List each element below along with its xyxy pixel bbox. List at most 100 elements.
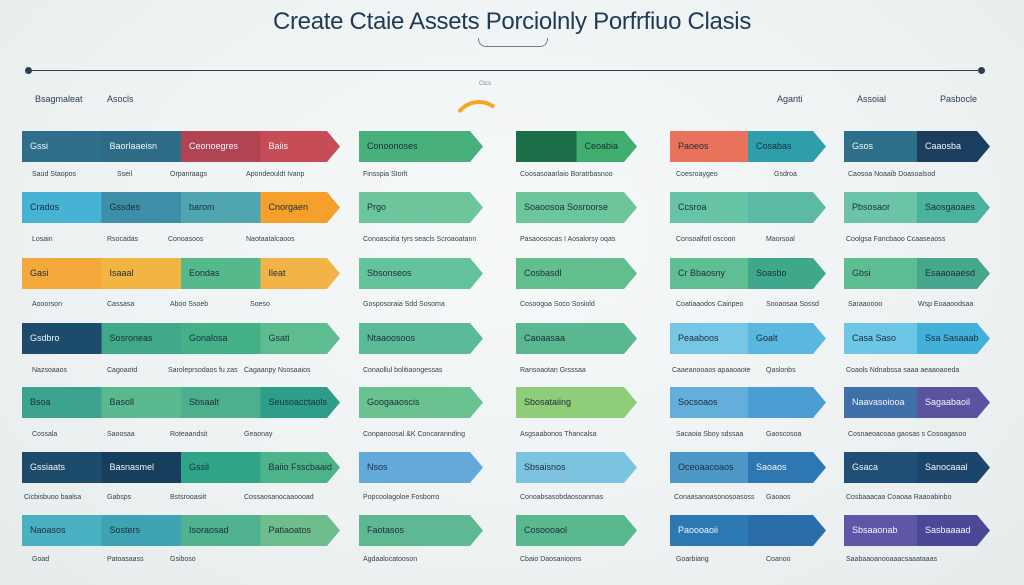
caption-text: Cassasa	[107, 301, 135, 308]
arrow-bar: Nsos	[359, 452, 483, 483]
caption-text: Saroleprsodaos fu zas	[168, 367, 238, 374]
arrow-bar: Socsoaos	[670, 387, 826, 418]
caption-text: Geaonay	[244, 431, 273, 438]
segment-label: Peaaboos	[678, 333, 719, 343]
caption-text: Saabaaoanooaaacsaaataaas	[846, 556, 938, 563]
segment-label: Soasbo	[756, 268, 787, 278]
segment-label: Isoraosad	[189, 525, 229, 535]
caption-text: Coaols Ndnabssa saaa aeaaoaoeda	[846, 367, 960, 374]
caption-text: Consoalfotl oscoon	[676, 236, 736, 243]
segment-label: Caaosba	[925, 141, 962, 151]
segment-label: Baiis	[268, 141, 289, 151]
arrow-bar: Conoonoses	[359, 131, 483, 162]
caption-text: Cosnaeoacoaa gaosas s Cosoagasoo	[848, 431, 967, 438]
segment-label: Cnorgaen	[268, 202, 309, 212]
segment-label: Sanocaaal	[925, 462, 968, 472]
arrow-bar: Cosoooaol	[516, 515, 637, 546]
arrow-bar: Sbsaaonab Sasbaaaad	[844, 515, 990, 546]
caption-text: Cagaanpy Nsosaaios	[244, 367, 311, 374]
caption-text: Cosoogoa Soco Sosiold	[520, 301, 595, 308]
caption-text: Coolgsa Fancbaoo Ccaaseaoss	[846, 236, 946, 243]
caption-text: Finsspia Storlt	[363, 171, 408, 178]
segment-label: Googaaoscis	[367, 397, 420, 407]
arrow-bar: Paoooaoii	[670, 515, 826, 546]
segment-label: Saoaos	[756, 462, 787, 472]
caption-text: Pasaoosocas I Aosalorsy oqas	[520, 236, 616, 243]
caption-text: Agdaalocatooson	[363, 556, 418, 563]
caption-text: Coatiaaodos Cainpeo	[676, 301, 744, 308]
caption-text: Cossaosanocaaoooad	[244, 494, 314, 501]
mini-label: Ctcs	[479, 81, 491, 87]
caption-text: Ransoaotan Grsssaa	[520, 367, 586, 374]
caption-text: Naotaatalcaoos	[246, 236, 295, 243]
segment-label: Esaaoaaesd	[925, 268, 976, 278]
arrow-bar: Gasi Isaaal Eondas Ileat	[22, 258, 340, 289]
segment-label: Gssdes	[109, 202, 141, 212]
arrow-bar: Bsoa Basoll Sbsaalt Seusoacctaols	[22, 387, 340, 418]
segment-label: Gsaca	[852, 462, 879, 472]
segment-label: Isaaal	[109, 268, 134, 278]
segment-label: Ccsroa	[678, 202, 707, 212]
caption-text: Sooaosaa Sossd	[766, 301, 819, 308]
segment-label: Gssil	[189, 462, 209, 472]
segment-label: Paoooaoii	[678, 525, 719, 535]
caption-text: Aooorson	[32, 301, 62, 308]
segment-label: Sbosataiing	[524, 397, 572, 407]
segment-label: Socsoaos	[678, 397, 718, 407]
segment-label: Ceoabia	[584, 141, 619, 151]
segment-label: Oceoaacoaos	[678, 462, 734, 472]
title-underline	[478, 38, 548, 47]
caption-text: Goarbiang	[676, 556, 709, 563]
caption-text: Gaoscosoa	[766, 431, 802, 438]
arrow-bar: Ceoabia	[516, 131, 637, 162]
caption-text: Apondeouldt Ivanp	[246, 171, 305, 178]
arrow-bar: Ntaaoosoos	[359, 323, 483, 354]
segment-label: Saosgaoaes	[925, 202, 976, 212]
segment-label: Gssi	[30, 141, 48, 151]
segment-label: Nsos	[367, 462, 388, 472]
arrow-bar: Ccsroa	[670, 192, 826, 223]
segment-label: Sbsonseos	[367, 268, 412, 278]
caption-text: Coanoo	[766, 556, 791, 563]
arrow-bar: Naoasos Sosters Isoraosad Patiaoatos	[22, 515, 340, 546]
arrow-bar: Prgo	[359, 192, 483, 223]
arrow-bar: Googaaoscis	[359, 387, 483, 418]
divider-dot-left	[25, 67, 32, 74]
caption-text: Coesroaygeo	[676, 171, 718, 178]
arrow-bar: Pbsosaor Saosgaoaes	[844, 192, 990, 223]
caption-text: Aboo Ssoeb	[170, 301, 209, 308]
segment-label: Baorlaaeisn	[109, 141, 158, 151]
caption-text: Conaasanoasonosoasoss	[674, 494, 755, 501]
caption-text: Caosoa Noaaib Doasoalsod	[848, 171, 936, 178]
segment-label: Cosoooaol	[524, 525, 568, 535]
column-header: Asocls	[107, 94, 134, 104]
arrow-bar: Crados Gssdes barom Cnorgaen	[22, 192, 340, 223]
arrow-bar: Cosbasdl	[516, 258, 637, 289]
segment-label: Crados	[30, 202, 60, 212]
arrow-bar: Gbsi Esaaoaaesd	[844, 258, 990, 289]
segment-label: Goalt	[756, 333, 778, 343]
segment-label: Prgo	[367, 202, 387, 212]
column-header: Assoial	[857, 94, 887, 104]
caption-text: Saud Staopos	[32, 171, 76, 178]
caption-text: Orpanraags	[170, 171, 207, 178]
segment-label: Pbsosaor	[852, 202, 891, 212]
segment-label: Sasbaaaad	[925, 525, 971, 535]
segment-label: Gasi	[30, 268, 49, 278]
caption-text: Gaoaos	[766, 494, 791, 501]
arrow-bar: Gssiaats Basnasmel Gssil Baiio Fsscbaaid	[22, 452, 340, 483]
segment-label: Basnasmel	[109, 462, 155, 472]
page-title: Create Ctaie Assets Porciolnly Porfrfiuo…	[272, 8, 752, 35]
caption-text: Cagoaotd	[107, 367, 138, 374]
arrow-bar: Sbsaisnos	[516, 452, 637, 483]
segment-label: Faotasos	[367, 525, 405, 535]
arrow-bar: Gsaca Sanocaaal	[844, 452, 990, 483]
segment-label: Baiio Fsscbaaid	[268, 462, 333, 472]
segment-label: Ceonoegres	[189, 141, 239, 151]
arrow-bar: Peaaboos Goalt	[670, 323, 826, 354]
segment-label: Sosters	[109, 525, 141, 535]
segment-label: Eondas	[189, 268, 220, 278]
arrow-bar: Gsdbro Sosroneas Gonalosa Gsati	[22, 323, 340, 354]
segment-label: Sbsaisnos	[524, 462, 566, 472]
caption-text: Conpanoosal &K Concarannding	[363, 431, 465, 438]
